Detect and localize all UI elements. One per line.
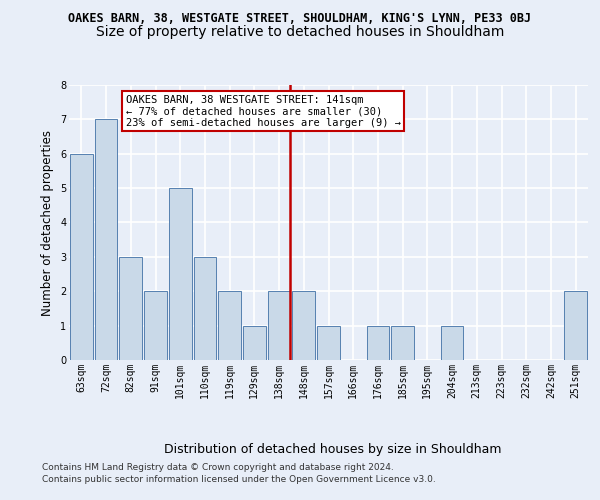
Bar bbox=[243, 326, 266, 360]
Bar bbox=[268, 291, 290, 360]
Bar bbox=[367, 326, 389, 360]
Bar bbox=[564, 291, 587, 360]
Text: Contains public sector information licensed under the Open Government Licence v3: Contains public sector information licen… bbox=[42, 475, 436, 484]
Text: Contains HM Land Registry data © Crown copyright and database right 2024.: Contains HM Land Registry data © Crown c… bbox=[42, 464, 394, 472]
Text: Size of property relative to detached houses in Shouldham: Size of property relative to detached ho… bbox=[96, 25, 504, 39]
Bar bbox=[169, 188, 191, 360]
Bar bbox=[441, 326, 463, 360]
Bar bbox=[218, 291, 241, 360]
Bar bbox=[391, 326, 414, 360]
Bar bbox=[194, 257, 216, 360]
Text: Distribution of detached houses by size in Shouldham: Distribution of detached houses by size … bbox=[164, 442, 502, 456]
Bar bbox=[70, 154, 93, 360]
Bar bbox=[317, 326, 340, 360]
Bar bbox=[292, 291, 315, 360]
Bar bbox=[119, 257, 142, 360]
Y-axis label: Number of detached properties: Number of detached properties bbox=[41, 130, 55, 316]
Text: OAKES BARN, 38, WESTGATE STREET, SHOULDHAM, KING'S LYNN, PE33 0BJ: OAKES BARN, 38, WESTGATE STREET, SHOULDH… bbox=[68, 12, 532, 26]
Bar bbox=[144, 291, 167, 360]
Text: OAKES BARN, 38 WESTGATE STREET: 141sqm
← 77% of detached houses are smaller (30): OAKES BARN, 38 WESTGATE STREET: 141sqm ←… bbox=[126, 94, 401, 128]
Bar bbox=[95, 120, 118, 360]
